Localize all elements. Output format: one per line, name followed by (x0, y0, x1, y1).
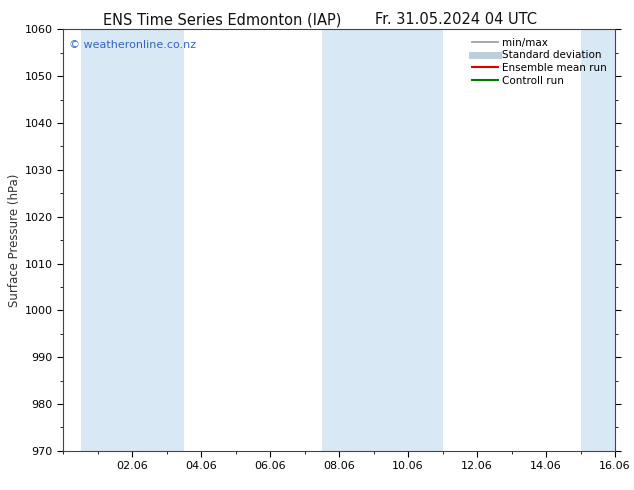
Bar (322, 29, 373, 451)
Legend: min/max, Standard deviation, Ensemble mean run, Controll run: min/max, Standard deviation, Ensemble me… (469, 35, 610, 89)
Bar (373, 29, 443, 451)
Text: ENS Time Series Edmonton (IAP): ENS Time Series Edmonton (IAP) (103, 12, 341, 27)
Y-axis label: Surface Pressure (hPa): Surface Pressure (hPa) (8, 173, 21, 307)
Text: © weatheronline.co.nz: © weatheronline.co.nz (69, 40, 196, 50)
Text: Fr. 31.05.2024 04 UTC: Fr. 31.05.2024 04 UTC (375, 12, 538, 27)
Bar (581, 29, 632, 451)
Bar (81, 29, 184, 451)
